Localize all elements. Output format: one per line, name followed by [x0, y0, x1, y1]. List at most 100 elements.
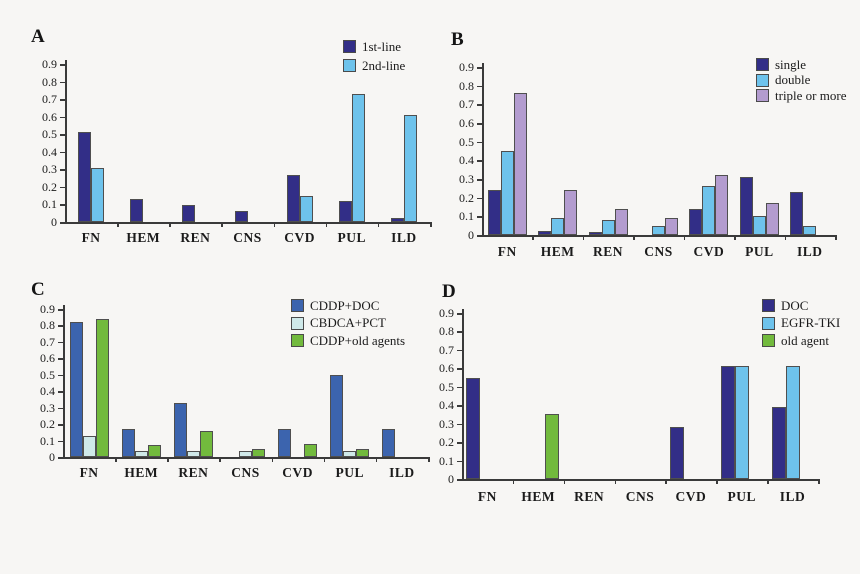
x-category-label: REN: [180, 230, 211, 245]
x-category-label: ILD: [779, 489, 806, 504]
x-tick: [563, 479, 566, 484]
y-tick-label: 0: [49, 450, 55, 464]
y-tick-label: 0: [51, 215, 57, 229]
bar: [734, 366, 749, 479]
bar: [765, 203, 779, 235]
y-tick: [60, 151, 65, 154]
x-tick: [325, 222, 328, 227]
x-category-label: CNS: [644, 244, 673, 259]
y-tick-label: 0.5: [40, 367, 55, 382]
legend-label: old agent: [781, 332, 830, 348]
x-tick: [117, 222, 119, 227]
bar: [299, 195, 313, 222]
legend-label: CDDP+old agents: [310, 332, 406, 348]
y-tick-label: 0.7: [42, 92, 57, 107]
y-tick: [60, 81, 65, 84]
y-tick-label: 0.3: [42, 162, 57, 177]
x-axis-line: [462, 479, 818, 481]
bar: [665, 218, 678, 235]
x-tick: [323, 457, 326, 462]
x-tick: [115, 457, 117, 462]
x-tick: [614, 479, 617, 484]
x-category-label: FN: [79, 465, 99, 480]
x-tick: [167, 457, 169, 462]
y-tick-label: 0.9: [459, 60, 474, 74]
y-tick-label: 0.7: [40, 334, 55, 349]
bar: [390, 218, 404, 222]
bar: [614, 208, 628, 235]
bar: [403, 114, 417, 222]
x-category-label: HEM: [540, 244, 575, 259]
legend-swatch: [291, 316, 304, 330]
x-tick: [377, 222, 380, 227]
y-tick: [457, 479, 462, 481]
bar: [564, 190, 578, 235]
y-tick: [477, 104, 482, 106]
y-tick: [477, 235, 482, 237]
legend-swatch: [762, 316, 775, 330]
y-tick-label: 0.2: [42, 179, 57, 194]
bar: [803, 225, 817, 235]
x-axis-line: [65, 222, 430, 224]
bar: [487, 190, 501, 235]
x-tick: [221, 222, 223, 227]
x-axis-line: [482, 235, 835, 237]
bar: [91, 167, 105, 222]
legend-swatch: [343, 40, 356, 53]
x-category-label: PUL: [745, 244, 774, 259]
panel-label-c: C: [31, 279, 46, 300]
x-category-label: REN: [593, 244, 624, 259]
bar: [252, 448, 265, 457]
legend-swatch: [291, 334, 304, 347]
bar: [134, 451, 148, 457]
legend-item: double: [756, 72, 846, 87]
y-tick-label: 0.5: [439, 379, 454, 394]
x-tick: [532, 235, 534, 240]
x-tick: [683, 235, 686, 240]
x-category-label: ILD: [797, 244, 823, 259]
y-tick: [457, 331, 462, 333]
bar: [702, 186, 716, 235]
legend-swatch: [756, 89, 769, 102]
x-category-label: PUL: [727, 489, 756, 504]
y-tick: [477, 85, 482, 88]
y-tick-label: 0.6: [459, 116, 474, 130]
x-category-label: ILD: [391, 230, 417, 245]
y-tick: [457, 313, 462, 315]
y-tick-label: 0.2: [459, 190, 474, 205]
legend-swatch: [756, 58, 769, 71]
y-tick: [477, 160, 482, 162]
x-tick: [219, 457, 221, 462]
y-tick: [58, 407, 63, 410]
y-tick: [60, 99, 65, 101]
y-tick: [457, 386, 462, 389]
x-category-label: FN: [477, 489, 497, 504]
bar: [513, 93, 527, 235]
y-tick: [60, 169, 65, 171]
y-tick-label: 0.8: [40, 318, 55, 333]
bar: [304, 443, 318, 457]
x-category-label: CNS: [231, 465, 260, 480]
y-tick: [457, 442, 462, 444]
y-tick-label: 0.4: [42, 144, 57, 159]
y-tick-label: 0.6: [439, 361, 454, 376]
panel-label-b: B: [451, 29, 465, 50]
bar: [669, 427, 684, 479]
bar: [771, 407, 786, 479]
legend-swatch: [291, 299, 304, 312]
bar: [286, 174, 300, 222]
y-tick: [60, 116, 65, 119]
legend-label: CBDCA+PCT: [310, 315, 386, 330]
bar: [588, 232, 602, 235]
x-tick: [512, 479, 515, 484]
bar: [752, 216, 766, 235]
y-tick: [477, 216, 482, 218]
bar: [551, 218, 565, 235]
y-tick-label: 0.1: [42, 197, 57, 212]
legend-swatch: [762, 334, 775, 347]
legend-swatch: [756, 73, 769, 87]
bar: [343, 451, 357, 457]
bar: [173, 402, 187, 457]
